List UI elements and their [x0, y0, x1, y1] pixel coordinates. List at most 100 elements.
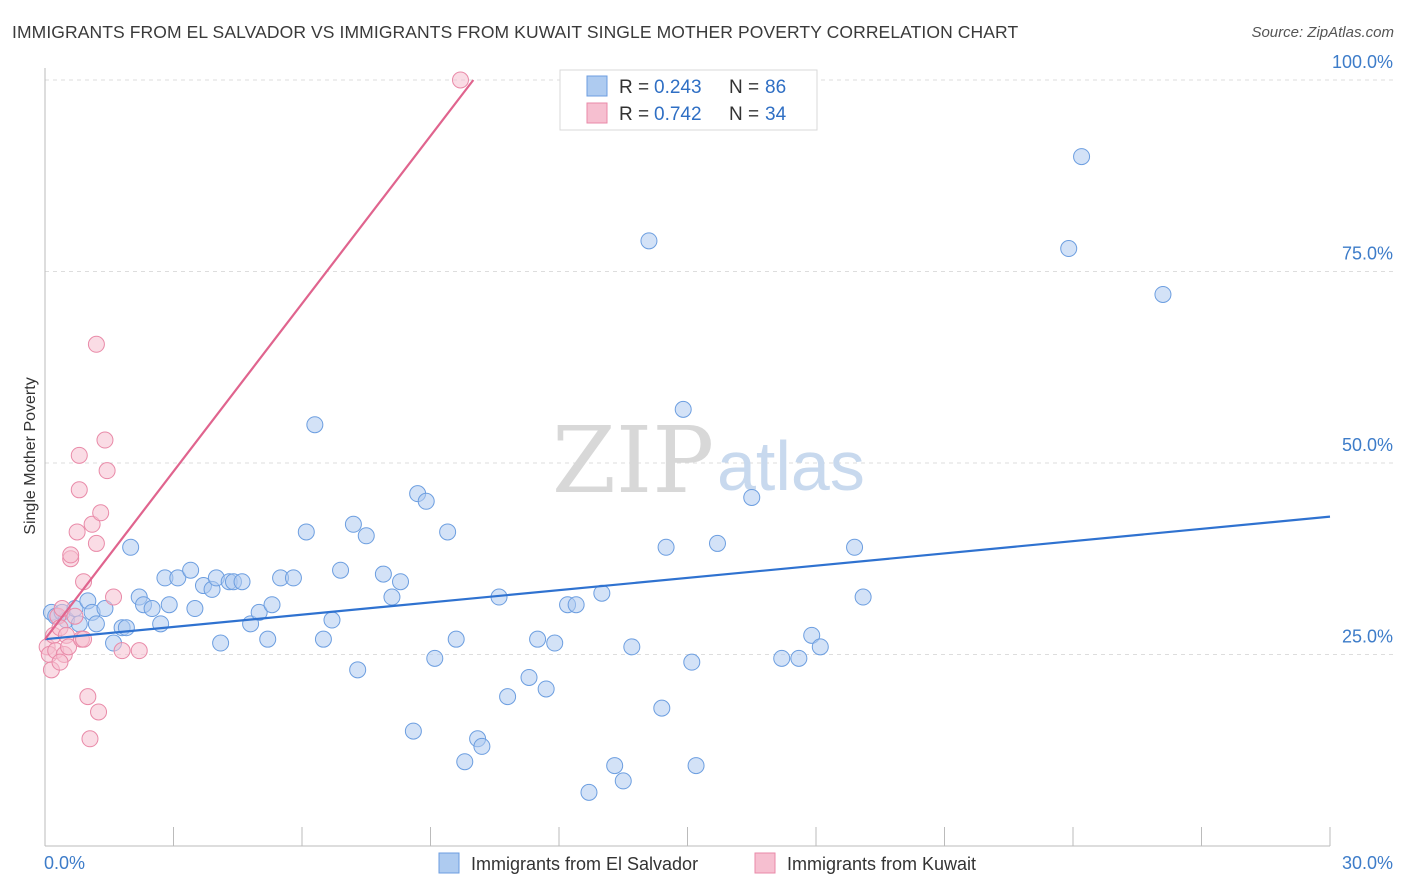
data-point: [314, 630, 332, 648]
data-point: [87, 335, 105, 353]
legend-swatch-pink: [586, 102, 608, 124]
data-point: [186, 600, 204, 618]
data-point: [130, 642, 148, 660]
data-point: [790, 649, 808, 667]
data-point: [456, 753, 474, 771]
series-legend-swatch-kuwait: [754, 852, 776, 874]
data-point: [640, 232, 658, 250]
series-legend: Immigrants from El Salvador Immigrants f…: [438, 852, 976, 874]
legend-swatch-blue: [586, 75, 608, 97]
data-point: [499, 688, 517, 706]
data-point: [811, 638, 829, 656]
source-credit: Source: ZipAtlas.com: [1251, 24, 1394, 41]
data-point: [846, 538, 864, 556]
data-point: [92, 504, 110, 522]
data-point: [263, 596, 281, 614]
data-point: [520, 668, 538, 686]
legend-r-value-2: 0.742: [654, 104, 702, 125]
data-point: [212, 634, 230, 652]
watermark-atlas: atlas: [717, 427, 865, 505]
data-point: [259, 630, 277, 648]
data-point: [1154, 285, 1172, 303]
data-point: [323, 611, 341, 629]
y-tick-label: 75.0%: [1342, 244, 1393, 264]
data-point: [62, 546, 80, 564]
data-point: [169, 569, 187, 587]
data-point: [143, 600, 161, 618]
data-point: [87, 615, 105, 633]
data-point: [623, 638, 641, 656]
series-legend-swatch-el-salvador: [438, 852, 460, 874]
data-point: [417, 492, 435, 510]
data-point: [803, 626, 821, 644]
data-point: [546, 634, 564, 652]
data-point: [105, 588, 123, 606]
series-legend-label-el-salvador: Immigrants from El Salvador: [471, 854, 698, 874]
data-point: [96, 600, 114, 618]
data-point: [773, 649, 791, 667]
gridlines: [45, 79, 1395, 655]
data-point: [708, 534, 726, 552]
y-tick-label: 100.0%: [1332, 52, 1393, 72]
data-point: [160, 596, 178, 614]
data-point: [657, 538, 675, 556]
data-point: [439, 523, 457, 541]
data-point: [392, 573, 410, 591]
data-point: [250, 603, 268, 621]
trend-line-kuwait: [44, 79, 475, 640]
data-point: [426, 649, 444, 667]
data-point: [1060, 240, 1078, 258]
chart-title: IMMIGRANTS FROM EL SALVADOR VS IMMIGRANT…: [12, 22, 1019, 42]
data-point: [687, 757, 705, 775]
data-point: [383, 588, 401, 606]
data-point: [606, 757, 624, 775]
data-point: [83, 515, 101, 533]
data-point: [374, 565, 392, 583]
y-tick-label: 50.0%: [1342, 435, 1393, 455]
data-point: [674, 400, 692, 418]
data-point: [537, 680, 555, 698]
data-point: [113, 642, 131, 660]
series-kuwait-points: [38, 71, 469, 748]
data-point: [96, 431, 114, 449]
data-point: [70, 481, 88, 499]
legend-n-label-1: N =: [729, 77, 759, 98]
data-point: [79, 688, 97, 706]
data-point: [743, 488, 761, 506]
legend-r-label-2: R =: [619, 104, 649, 125]
data-point: [529, 630, 547, 648]
data-point: [451, 71, 469, 89]
data-point: [854, 588, 872, 606]
trend-line-el-salvador: [44, 515, 1331, 641]
data-point: [306, 416, 324, 434]
data-point: [284, 569, 302, 587]
y-axis-title: Single Mother Poverty: [22, 377, 39, 534]
data-point: [297, 523, 315, 541]
data-point: [87, 534, 105, 552]
legend-n-value-2: 34: [765, 104, 787, 125]
data-point: [233, 573, 251, 591]
data-point: [70, 446, 88, 464]
series-legend-label-kuwait: Immigrants from Kuwait: [787, 854, 976, 874]
y-tick-label: 25.0%: [1342, 627, 1393, 647]
data-point: [683, 653, 701, 671]
watermark-zip: ZIP: [552, 407, 714, 514]
x-tick-label: 30.0%: [1342, 853, 1393, 873]
data-point: [1073, 148, 1091, 166]
x-tick-label: 0.0%: [44, 853, 85, 873]
data-point: [404, 722, 422, 740]
data-point: [81, 730, 99, 748]
data-point: [447, 630, 465, 648]
trend-lines: [44, 79, 1331, 641]
data-point: [344, 515, 362, 533]
legend-n-value-1: 86: [765, 77, 786, 98]
data-point: [66, 607, 84, 625]
legend-r-value-1: 0.243: [654, 77, 702, 98]
data-point: [51, 653, 69, 671]
data-point: [614, 772, 632, 790]
data-point: [357, 527, 375, 545]
data-point: [90, 703, 108, 721]
data-point: [349, 661, 367, 679]
watermark: ZIP atlas: [552, 407, 865, 514]
